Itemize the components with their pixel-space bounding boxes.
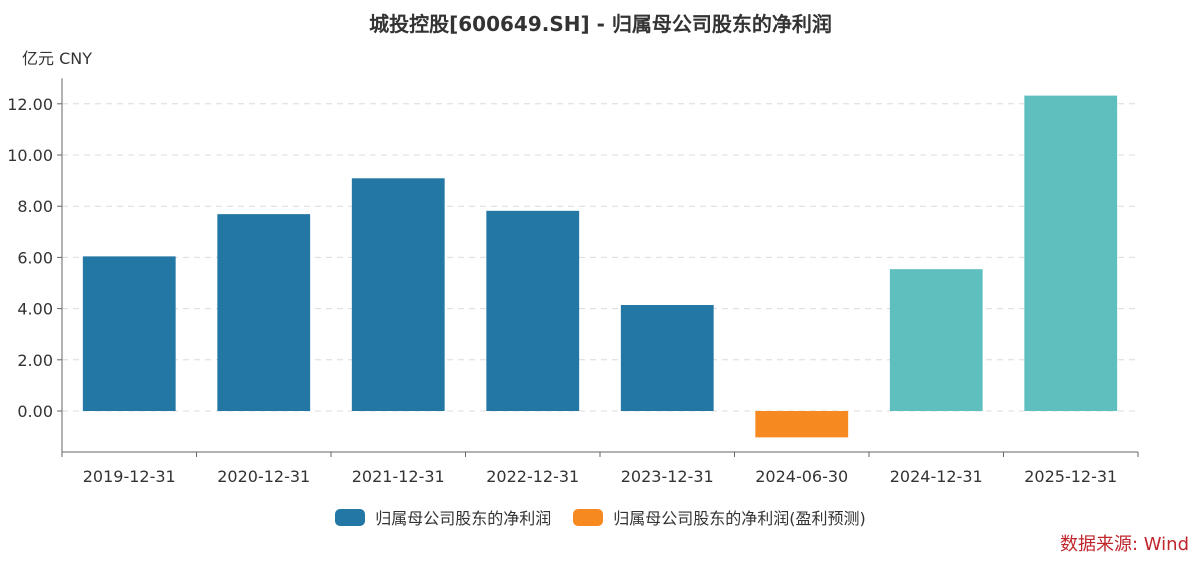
x-tick-label: 2023-12-31 xyxy=(621,467,714,486)
y-tick-label: 12.00 xyxy=(7,95,53,114)
legend-swatch-forecast xyxy=(573,508,604,526)
legend-item-actual[interactable]: 归属母公司股东的净利润 xyxy=(335,505,551,529)
bar-2023-12-31 xyxy=(620,305,714,411)
x-tick-label: 2024-06-30 xyxy=(755,467,848,486)
x-tick-label: 2019-12-31 xyxy=(83,467,176,486)
bars xyxy=(82,95,1118,438)
x-tick-label: 2020-12-31 xyxy=(217,467,310,486)
y-axis-unit-label: 亿元 CNY xyxy=(22,49,93,68)
y-tick-label: 10.00 xyxy=(7,146,53,165)
x-tick-label: 2025-12-31 xyxy=(1024,467,1117,486)
bar-2019-12-31 xyxy=(82,256,176,411)
chart-title: 城投控股[600649.SH] - 归属母公司股东的净利润 xyxy=(369,12,832,36)
x-tick-label: 2022-12-31 xyxy=(486,467,579,486)
axes xyxy=(57,78,1139,457)
y-tick-labels: 0.00 2.00 4.00 6.00 8.00 10.00 12.00 xyxy=(7,95,53,421)
legend-label-forecast: 归属母公司股东的净利润(盈利预测) xyxy=(613,509,866,528)
legend-item-forecast[interactable]: 归属母公司股东的净利润(盈利预测) xyxy=(573,505,866,529)
bar-2025-12-31 xyxy=(1024,95,1118,411)
data-source-label: 数据来源: Wind xyxy=(1059,534,1189,555)
legend-label-actual: 归属母公司股东的净利润 xyxy=(375,509,552,528)
y-tick-label: 2.00 xyxy=(17,351,53,370)
legend-swatch-actual xyxy=(335,508,366,526)
y-tick-label: 0.00 xyxy=(17,402,53,421)
bar-2022-12-31 xyxy=(486,210,580,411)
bar-2021-12-31 xyxy=(351,178,445,411)
bar-2024-12-31 xyxy=(889,269,983,411)
y-tick-label: 8.00 xyxy=(17,197,53,216)
y-tick-label: 6.00 xyxy=(17,248,53,267)
bar-2024-06-30 xyxy=(755,411,849,438)
legend: 归属母公司股东的净利润 归属母公司股东的净利润(盈利预测) xyxy=(0,505,1201,529)
bar-2020-12-31 xyxy=(217,214,311,411)
x-tick-label: 2021-12-31 xyxy=(352,467,445,486)
x-tick-label: 2024-12-31 xyxy=(890,467,983,486)
y-tick-label: 4.00 xyxy=(17,300,53,319)
x-tick-labels: 2019-12-31 2020-12-31 2021-12-31 2022-12-31… xyxy=(83,467,1117,486)
